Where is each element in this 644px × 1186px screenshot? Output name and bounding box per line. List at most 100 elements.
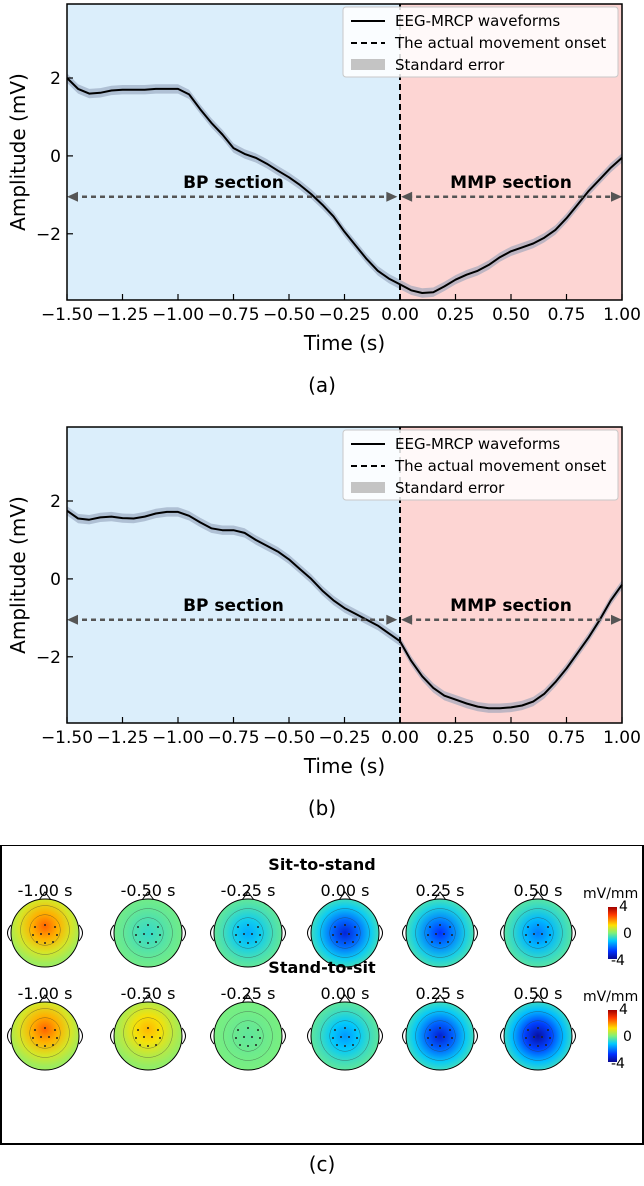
topomap-electrode — [435, 1036, 437, 1038]
topomap-head — [10, 1001, 80, 1071]
colorbar-mid-label: 0 — [623, 926, 632, 942]
bp-section-label: BP section — [183, 173, 284, 193]
topomap-electrode — [159, 1037, 161, 1039]
topomap-electrode — [32, 1037, 34, 1039]
topomap-electrode — [352, 941, 354, 943]
topomap-electrode — [36, 941, 38, 943]
topomap-electrode — [243, 933, 245, 935]
topomap-nose — [338, 994, 352, 1004]
x-axis-label: Time (s) — [303, 754, 385, 778]
x-tick-label: −0.50 — [263, 305, 315, 325]
topomap-electrode — [147, 924, 149, 926]
topomap-electrode — [243, 1036, 245, 1038]
topomap-electrode — [44, 1027, 46, 1029]
topomap-electrode — [251, 1036, 253, 1038]
x-tick-label: 0.25 — [437, 728, 475, 748]
topomap-time-label: -1.00 s — [18, 984, 73, 1003]
topomap-electrode — [549, 1037, 551, 1039]
topomap-panel-c: Sit-to-stand -1.00 s -0.50 s -0.25 s 0.00 s 0… — [0, 845, 644, 1176]
topomap-electrode — [259, 1037, 261, 1039]
topomap-electrode — [147, 942, 149, 944]
topomap-head — [213, 1001, 283, 1071]
legend-swatch-stderr — [351, 59, 385, 70]
topomap-electrode — [147, 1045, 149, 1047]
topomap-contour — [513, 908, 563, 958]
topomap-electrode — [135, 934, 137, 936]
topomap-electrode — [435, 933, 437, 935]
topomap-contour — [132, 917, 164, 949]
y-axis-label: Amplitude (mV) — [6, 496, 30, 654]
topomap-electrode — [159, 934, 161, 936]
y-axis-label: Amplitude (mV) — [6, 73, 30, 231]
topomap-ear-right — [571, 924, 576, 942]
x-tick-label: −1.25 — [96, 305, 148, 325]
topomap-electrode — [527, 1029, 529, 1031]
topomap-ear-right — [181, 1027, 186, 1045]
y-tick-label: −2 — [36, 225, 61, 245]
bp-arrow-head-right — [386, 614, 398, 625]
topomap-electrode — [344, 1027, 346, 1029]
topomap-electrode — [439, 1045, 441, 1047]
topomap-electrode — [547, 1029, 549, 1031]
topomap-electrode — [332, 1037, 334, 1039]
topomap-electrode — [48, 1036, 50, 1038]
topomap-contour — [415, 908, 465, 958]
topomap-electrode — [56, 1037, 58, 1039]
topomap-electrode — [255, 941, 257, 943]
topomap-electrode — [155, 941, 157, 943]
standard-error-band — [67, 506, 622, 713]
topomap-electrode — [447, 1044, 449, 1046]
topomap-electrode — [533, 933, 535, 935]
topomap-contour — [320, 1011, 370, 1061]
panel-caption-c: (c) — [309, 1152, 336, 1176]
topomap-head — [113, 898, 183, 968]
x-tick-label: −0.25 — [318, 305, 370, 325]
topomap-electrode — [525, 1037, 527, 1039]
topomap-electrode — [239, 1044, 241, 1046]
bp-arrow-head-left — [67, 191, 78, 202]
y-tick-label: 0 — [50, 147, 61, 167]
topomap-ear-left — [210, 924, 215, 942]
topomap-electrode — [157, 1029, 159, 1031]
topomap-electrode — [439, 924, 441, 926]
topomap-ear-right — [78, 1027, 83, 1045]
topomap-electrode — [549, 934, 551, 936]
mrcp-waveform-line — [66, 509, 623, 710]
topomap-electrode — [547, 926, 549, 928]
topomap-ear-left — [402, 924, 407, 942]
topomap-electrode — [247, 1045, 249, 1047]
topomap-time-label: 0.25 s — [415, 881, 464, 900]
topomap-contour — [415, 1011, 465, 1061]
topomap-time-label: -0.25 s — [221, 984, 276, 1003]
topomap-electrode — [40, 933, 42, 935]
colorbar-min-label: -4 — [611, 1056, 625, 1072]
topomap-electrode — [451, 934, 453, 936]
x-tick-label: 0.75 — [548, 305, 586, 325]
topomap-ear-right — [181, 924, 186, 942]
y-tick-label: −2 — [36, 648, 61, 668]
topomap-time-label: 0.50 s — [513, 881, 562, 900]
panel-caption-a: (a) — [308, 373, 336, 397]
topomap-electrode — [235, 1037, 237, 1039]
topomap-electrode — [143, 933, 145, 935]
topomap-electrode — [344, 942, 346, 944]
topomap-contour — [20, 905, 70, 955]
topomap-nose — [141, 994, 155, 1004]
topomap-electrode — [431, 941, 433, 943]
x-tick-label: −0.50 — [263, 728, 315, 748]
x-tick-label: 0.50 — [492, 728, 530, 748]
topomap-electrode — [143, 1036, 145, 1038]
topomap-electrode — [529, 1044, 531, 1046]
topomap-electrode — [541, 933, 543, 935]
topomap-contour — [223, 908, 273, 958]
topomap-electrode — [340, 1036, 342, 1038]
legend-box — [342, 429, 619, 501]
topomap-electrode — [344, 924, 346, 926]
topomap-time-label: -0.50 s — [121, 881, 176, 900]
topomap-electrode — [139, 1044, 141, 1046]
topomap-electrode — [529, 941, 531, 943]
topomap-ear-left — [402, 1027, 407, 1045]
topomap-electrode — [52, 941, 54, 943]
topomap-row-title: Sit-to-stand — [268, 855, 375, 874]
x-tick-label: 0.25 — [437, 305, 475, 325]
